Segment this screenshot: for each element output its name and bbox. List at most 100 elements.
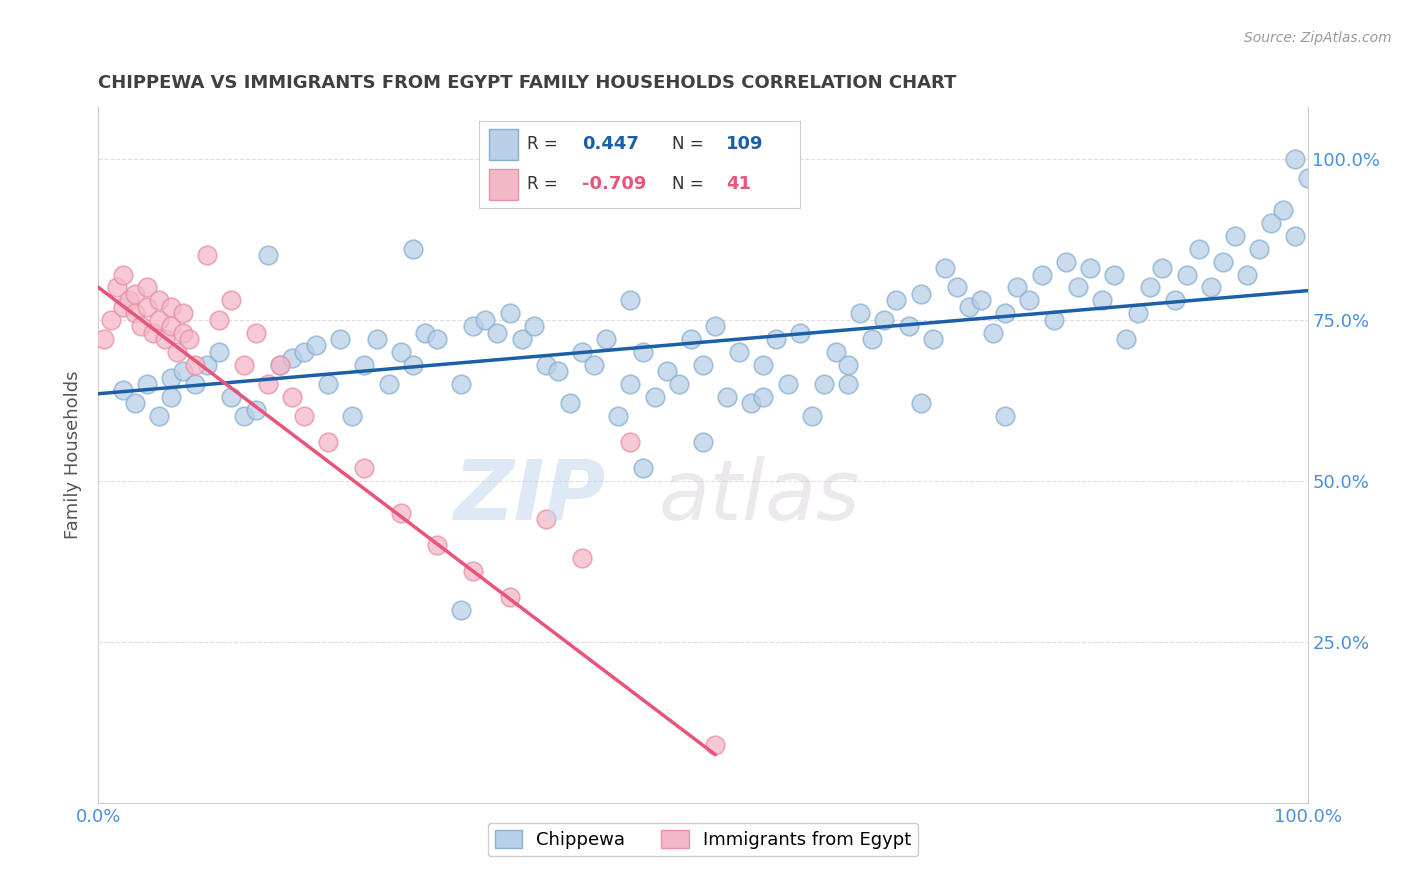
Point: [1175, 268, 1198, 282]
Point: [1152, 261, 1174, 276]
Point: [921, 332, 943, 346]
Point: [558, 396, 581, 410]
Point: [752, 390, 775, 404]
Point: [292, 409, 315, 424]
Point: [728, 344, 751, 359]
Point: [160, 390, 183, 404]
Point: [124, 286, 146, 301]
Point: [256, 377, 278, 392]
Point: [679, 332, 702, 346]
Point: [402, 358, 425, 372]
Point: [305, 338, 328, 352]
Point: [148, 293, 170, 308]
Point: [800, 409, 823, 424]
Legend: Chippewa, Immigrants from Egypt: Chippewa, Immigrants from Egypt: [488, 822, 918, 856]
Point: [426, 332, 449, 346]
Point: [281, 390, 304, 404]
Point: [776, 377, 799, 392]
Y-axis label: Family Households: Family Households: [65, 371, 83, 539]
Point: [583, 358, 606, 372]
Point: [510, 332, 533, 346]
Point: [342, 409, 364, 424]
Point: [1296, 170, 1319, 185]
Point: [316, 435, 339, 450]
Point: [160, 319, 183, 334]
Point: [752, 358, 775, 372]
Point: [595, 332, 617, 346]
Point: [1102, 268, 1125, 282]
Point: [534, 358, 557, 372]
Point: [994, 409, 1017, 424]
Point: [1115, 332, 1137, 346]
Point: [970, 293, 993, 308]
Point: [849, 306, 872, 320]
Point: [1199, 280, 1222, 294]
Point: [607, 409, 630, 424]
Point: [245, 326, 267, 340]
Point: [245, 402, 267, 417]
Point: [1236, 268, 1258, 282]
Point: [208, 312, 231, 326]
Point: [232, 358, 254, 372]
Point: [153, 332, 176, 346]
Point: [353, 358, 375, 372]
Point: [179, 332, 201, 346]
Point: [957, 300, 980, 314]
Point: [389, 344, 412, 359]
Point: [221, 390, 243, 404]
Point: [668, 377, 690, 392]
Point: [886, 293, 908, 308]
Text: Source: ZipAtlas.com: Source: ZipAtlas.com: [1244, 31, 1392, 45]
Point: [111, 268, 134, 282]
Point: [619, 377, 641, 392]
Point: [1018, 293, 1040, 308]
Point: [873, 312, 896, 326]
Point: [910, 286, 932, 301]
Point: [619, 293, 641, 308]
Point: [172, 364, 194, 378]
Point: [329, 332, 352, 346]
Point: [1188, 242, 1211, 256]
Point: [1031, 268, 1053, 282]
Point: [860, 332, 883, 346]
Point: [184, 377, 207, 392]
Point: [716, 390, 738, 404]
Point: [644, 390, 666, 404]
Point: [631, 460, 654, 475]
Point: [813, 377, 835, 392]
Point: [1042, 312, 1064, 326]
Point: [221, 293, 243, 308]
Point: [142, 326, 165, 340]
Point: [377, 377, 399, 392]
Point: [1139, 280, 1161, 294]
Point: [105, 280, 128, 294]
Point: [208, 344, 231, 359]
Point: [837, 358, 859, 372]
Point: [534, 512, 557, 526]
Point: [148, 409, 170, 424]
Point: [655, 364, 678, 378]
Point: [692, 435, 714, 450]
Point: [135, 377, 157, 392]
Point: [1163, 293, 1185, 308]
Point: [232, 409, 254, 424]
Point: [172, 326, 194, 340]
Point: [692, 358, 714, 372]
Point: [450, 377, 472, 392]
Point: [281, 351, 304, 366]
Point: [498, 590, 520, 604]
Point: [1067, 280, 1090, 294]
Point: [981, 326, 1004, 340]
Point: [166, 344, 188, 359]
Point: [111, 300, 134, 314]
Point: [547, 364, 569, 378]
Point: [837, 377, 859, 392]
Point: [256, 248, 278, 262]
Point: [1091, 293, 1114, 308]
Point: [1260, 216, 1282, 230]
Point: [1223, 228, 1246, 243]
Point: [1007, 280, 1029, 294]
Point: [118, 293, 141, 308]
Point: [1272, 203, 1295, 218]
Point: [825, 344, 848, 359]
